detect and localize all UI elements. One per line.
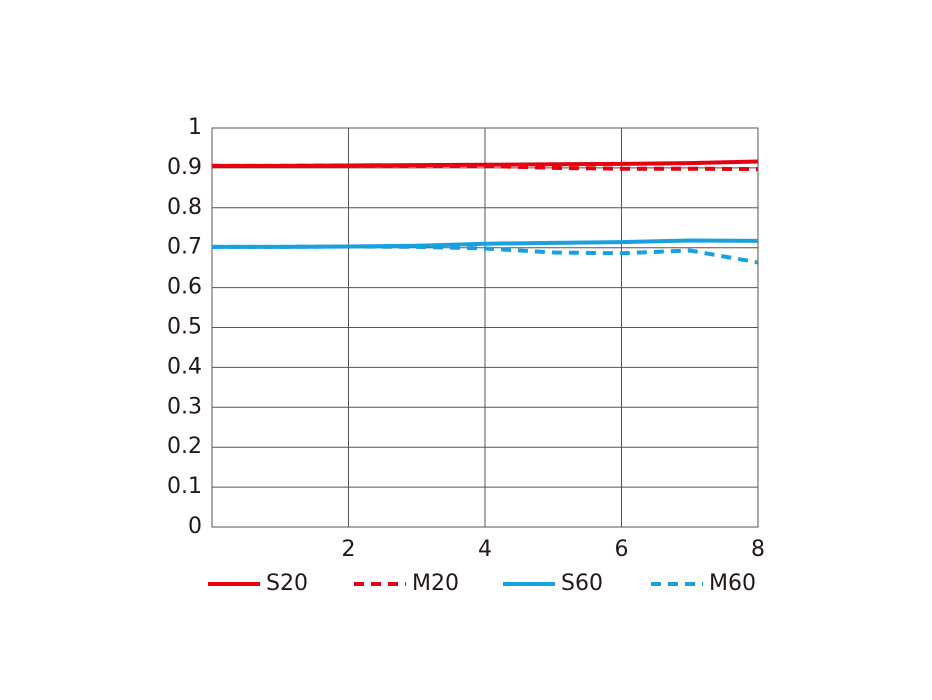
y-tick-label: 0.4 <box>167 354 202 379</box>
y-tick-label: 0.5 <box>167 315 202 340</box>
y-tick-label: 0.7 <box>167 235 202 260</box>
legend-label: S20 <box>266 571 308 596</box>
x-tick-label: 6 <box>615 537 629 562</box>
y-tick-label: 1 <box>188 115 202 140</box>
y-tick-label: 0.1 <box>167 474 202 499</box>
series-line <box>212 163 759 172</box>
y-tick-label: 0 <box>188 514 202 539</box>
y-tick-label: 0.3 <box>167 394 202 419</box>
x-tick-label: 4 <box>478 537 492 562</box>
legend-label: S60 <box>561 571 603 596</box>
x-tick-label: 8 <box>751 537 765 562</box>
y-tick-label: 0.2 <box>167 434 202 459</box>
y-tick-label: 0.6 <box>167 275 202 300</box>
plot-frame <box>211 127 759 528</box>
x-tick-label: 2 <box>342 537 356 562</box>
series-line <box>212 244 759 265</box>
legend-label: M60 <box>709 571 756 596</box>
legend-label: M20 <box>412 571 459 596</box>
y-tick-label: 0.8 <box>167 195 202 220</box>
y-tick-label: 0.9 <box>167 155 202 180</box>
